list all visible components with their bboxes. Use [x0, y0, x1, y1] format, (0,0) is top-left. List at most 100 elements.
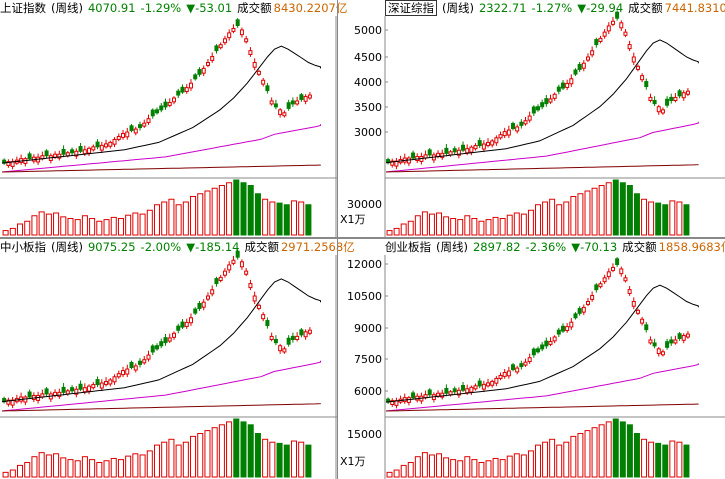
divider-horizontal — [0, 237, 725, 239]
candle-body — [87, 147, 92, 154]
index-price: 2897.82 — [472, 240, 521, 254]
volume-bar — [549, 438, 556, 478]
volume-bar — [17, 223, 24, 236]
candle-body — [201, 67, 206, 74]
volume-bar — [563, 441, 570, 478]
candle-body — [660, 351, 665, 356]
volume-label: 成交额 — [622, 240, 657, 254]
volume-bar — [276, 442, 283, 478]
candle-body — [252, 295, 257, 302]
volume-bar — [45, 213, 52, 236]
candle-body — [481, 143, 486, 150]
candle-body — [602, 31, 607, 37]
volume-bar — [393, 227, 400, 236]
candle-body — [307, 329, 312, 334]
kline-chart-cyb[interactable]: 12000 10500 9000 7500 6000 15000 X1万 — [338, 239, 725, 479]
candle-body — [99, 144, 104, 151]
chart-panel-sh[interactable]: 上证指数 (周线) 4070.91 -1.29% ▼-53.01 成交额 8430.2207… — [0, 0, 347, 237]
kline-chart-sh[interactable] — [0, 0, 337, 237]
volume-bar — [38, 452, 45, 478]
candle-body — [610, 266, 615, 271]
volume-bar — [117, 459, 124, 478]
candle-body — [615, 258, 620, 265]
kline-chart-sz[interactable]: 5000 4500 4000 3500 3000 30000 X1万 — [338, 0, 725, 237]
candle-body — [540, 344, 545, 350]
candle-body — [163, 337, 168, 344]
period-label: (周线) — [51, 240, 83, 254]
candle-body — [74, 388, 79, 395]
candle-body — [256, 304, 261, 309]
volume-label: 成交额 — [244, 240, 279, 254]
volume-bar — [598, 185, 605, 236]
volume-bar — [103, 460, 110, 478]
index-change: ▼-185.14 — [186, 240, 240, 254]
volume-bar — [450, 459, 457, 478]
candle-body — [440, 392, 445, 398]
candle-body — [142, 359, 147, 364]
volume-bar — [619, 421, 626, 478]
volume-bar — [641, 198, 648, 236]
candle-body — [565, 82, 570, 88]
candle-body — [556, 329, 561, 335]
candle-body — [452, 388, 457, 393]
candle-body — [531, 106, 536, 114]
candle-body — [436, 152, 441, 157]
candle-body — [511, 123, 516, 129]
volume-bar — [634, 193, 640, 236]
kline-chart-zxb[interactable] — [0, 239, 337, 479]
volume-value: 1858.9683亿 — [658, 240, 725, 254]
candle-body — [218, 276, 223, 281]
candle-body — [519, 363, 524, 368]
candle-body — [6, 161, 11, 166]
ma-mid-line — [1, 124, 321, 173]
chart-panel-cyb[interactable]: 创业板指 (周线) 2897.82 -2.36% ▼-70.13 成交额 1858.9683… — [338, 239, 725, 479]
candle-body — [585, 300, 590, 305]
volume-bar — [31, 456, 38, 478]
candle-body — [227, 264, 232, 271]
volume-bar — [669, 440, 676, 478]
candle-body — [6, 399, 11, 405]
volume-bar — [499, 218, 506, 236]
volume-unit-label: X1万 — [340, 213, 366, 226]
volume-bar — [233, 179, 240, 236]
candle-body — [540, 102, 545, 108]
candle-body — [685, 90, 690, 95]
index-name: 上证指数 — [0, 1, 46, 15]
panel-header-cyb: 创业板指 (周线) 2897.82 -2.36% ▼-70.13 成交额 1858.9683… — [385, 239, 725, 255]
candle-body — [602, 277, 607, 283]
candle-body — [239, 261, 244, 268]
candle-body — [282, 112, 287, 117]
candle-body — [108, 141, 113, 147]
volume-bar — [305, 444, 312, 478]
volume-bar — [655, 202, 662, 236]
candle-body — [473, 385, 478, 390]
volume-bar — [513, 453, 520, 478]
candle-body — [299, 329, 304, 336]
volume-bar — [67, 459, 74, 478]
volume-bar — [605, 421, 612, 478]
candle-body — [159, 105, 164, 111]
chart-panel-zxb[interactable]: 中小板指 (周线) 9075.25 -2.00% ▼-185.14 成交额 2971.256… — [0, 239, 355, 479]
index-pct: -1.27% — [531, 1, 573, 15]
candle-body — [27, 153, 32, 160]
index-change: ▼-53.01 — [186, 1, 233, 15]
candle-body — [656, 106, 661, 113]
candle-body — [456, 149, 461, 156]
volume-bar — [125, 455, 132, 478]
candle-body — [295, 100, 300, 105]
index-name: 创业板指 — [385, 240, 431, 254]
candle-body — [214, 45, 219, 52]
chart-panel-sz[interactable]: 深证综指 (周线) 2322.71 -1.27% ▼-29.94 成交额 7441.8310… — [338, 0, 725, 237]
candle-body — [290, 335, 295, 341]
candle-body — [95, 141, 100, 148]
volume-bar — [9, 227, 16, 236]
candle-body — [648, 96, 653, 102]
index-change: ▼-29.94 — [577, 1, 624, 15]
candle-body — [598, 37, 603, 42]
divider-vertical — [337, 0, 338, 479]
candle-body — [444, 388, 449, 394]
candle-body — [171, 332, 176, 338]
volume-bar — [428, 213, 435, 236]
candle-body — [569, 78, 574, 85]
volume-bar — [117, 218, 124, 236]
